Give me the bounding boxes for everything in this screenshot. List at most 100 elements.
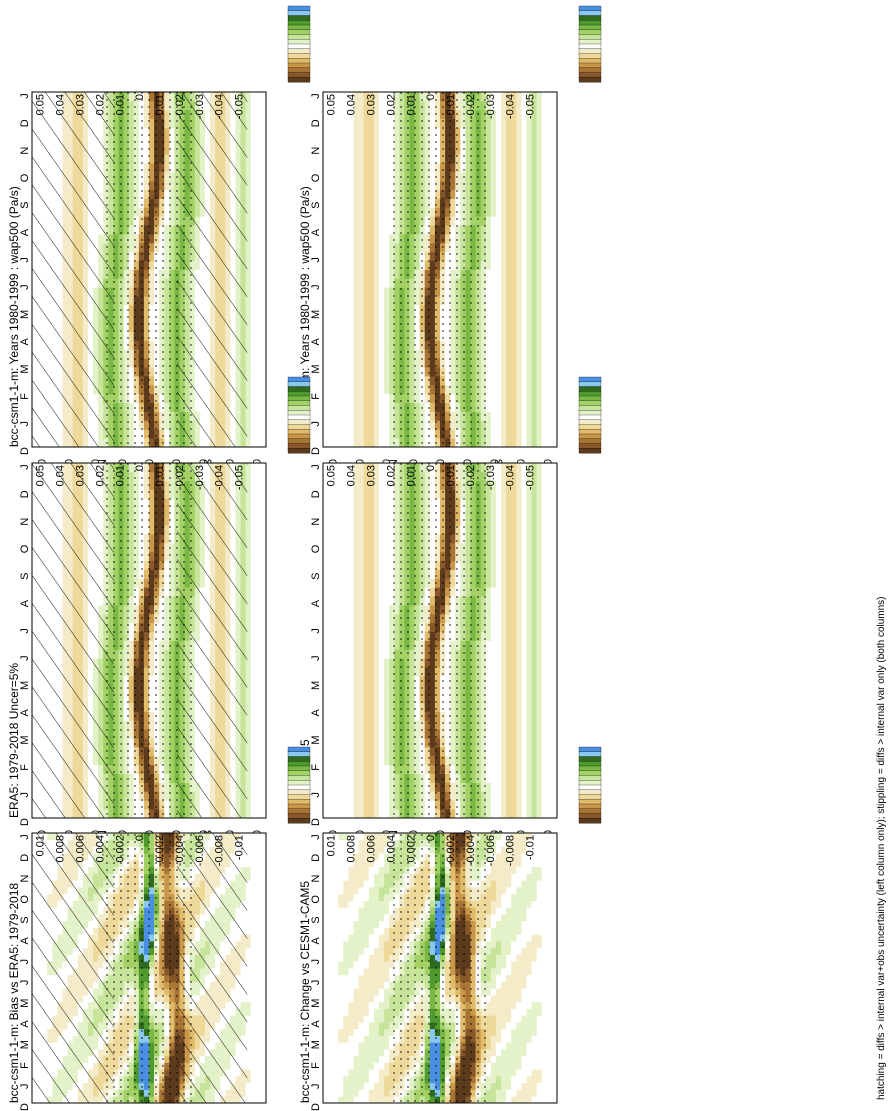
heatmap-cell	[495, 367, 502, 377]
heatmap-cell	[501, 411, 507, 421]
heatmap-cell	[353, 216, 360, 226]
heatmap-cell	[378, 402, 385, 412]
heatmap-cell	[328, 163, 334, 173]
heatmap-cell	[338, 296, 344, 306]
heatmap-cell	[323, 269, 329, 279]
heatmap-cell	[490, 118, 497, 128]
heatmap-cell	[343, 242, 349, 253]
heatmap-cell	[250, 367, 257, 377]
heatmap-cell	[526, 305, 532, 315]
heatmap-cell	[255, 145, 262, 155]
heatmap-cell	[373, 251, 380, 262]
heatmap-cell	[495, 234, 502, 244]
heatmap-cell	[490, 100, 497, 111]
heatmap-cell	[328, 287, 334, 297]
heatmap-cell	[516, 331, 522, 341]
month-tick-label: A	[310, 228, 322, 236]
heatmap-cell	[378, 92, 385, 102]
heatmap-cell	[526, 225, 532, 235]
heatmap-cell	[368, 100, 375, 111]
heatmap-cell	[363, 109, 370, 120]
heatmap-cell	[485, 225, 492, 235]
heatmap-cell	[323, 376, 329, 386]
heatmap-cell	[490, 198, 497, 208]
heatmap-cell	[521, 296, 527, 306]
heatmap-cell	[245, 189, 252, 199]
heatmap-cell	[378, 305, 385, 315]
panel-left-top: 80604020020406080°N°SDJFMAMJJASONDJbcc-c…	[7, 5, 311, 471]
heatmap-cell	[245, 225, 252, 235]
heatmap-cell	[333, 367, 339, 377]
heatmap-cell	[250, 305, 257, 315]
heatmap-cell	[389, 349, 395, 359]
heatmap-cell	[521, 136, 527, 146]
month-tick-label: O	[19, 173, 31, 182]
heatmap-cell	[250, 296, 257, 306]
heatmap-cell	[501, 287, 507, 297]
heatmap-cell	[348, 234, 354, 244]
heatmap-cell	[353, 402, 360, 412]
heatmap-cell	[323, 420, 329, 430]
heatmap-cell	[255, 163, 262, 173]
heatmap-cell	[495, 340, 502, 350]
heatmap-cell	[551, 393, 558, 404]
heatmap-cell	[541, 242, 548, 253]
heatmap-cell	[338, 127, 344, 137]
heatmap-cell	[531, 269, 538, 279]
heatmap-cell	[373, 296, 380, 306]
heatmap-cell	[323, 154, 329, 164]
heatmap-cell	[521, 376, 527, 386]
heatmap-cell	[323, 100, 329, 111]
colorbar-label: -0.02	[465, 94, 477, 119]
heatmap-cell	[368, 189, 375, 199]
heatmap-cell	[245, 92, 252, 102]
heatmap-cell	[358, 367, 365, 377]
heatmap-cell	[323, 92, 329, 102]
heatmap-cell	[526, 393, 532, 404]
colorbar-swatch	[287, 10, 311, 16]
heatmap-cell	[384, 305, 390, 315]
heatmap-cell	[250, 92, 257, 102]
heatmap-cell	[384, 109, 390, 120]
heatmap-cell	[328, 234, 334, 244]
heatmap-cell	[501, 331, 507, 341]
heatmap-cell	[511, 180, 517, 191]
heatmap-cell	[490, 171, 497, 182]
heatmap-cell	[343, 109, 349, 120]
heatmap-cell	[378, 384, 385, 395]
heatmap-cell	[333, 198, 339, 208]
heatmap-cell	[250, 100, 257, 111]
heatmap-cell	[343, 154, 349, 164]
heatmap-cell	[551, 109, 558, 120]
heatmap-cell	[338, 287, 344, 297]
heatmap-cell	[531, 163, 538, 173]
heatmap-cell	[511, 189, 517, 199]
heatmap-cell	[521, 163, 527, 173]
heatmap-cell	[495, 216, 502, 226]
heatmap-cell	[384, 145, 390, 155]
heatmap-cell	[328, 251, 334, 262]
colorbar-swatch	[287, 5, 311, 12]
heatmap-cell	[373, 429, 380, 439]
heatmap-cell	[338, 180, 344, 191]
heatmap-cell	[378, 100, 385, 111]
heatmap-cell	[516, 313, 522, 324]
heatmap-cell	[250, 340, 257, 350]
heatmap-cell	[531, 367, 538, 377]
heatmap-cell	[546, 429, 553, 439]
heatmap-cell	[551, 367, 558, 377]
heatmap-cell	[521, 92, 527, 102]
heatmap-cell	[328, 384, 334, 395]
heatmap-cell	[250, 402, 257, 412]
heatmap-cell	[255, 438, 262, 448]
heatmap-cell	[384, 402, 390, 412]
heatmap-cell	[521, 234, 527, 244]
heatmap-cell	[490, 420, 497, 430]
colorbar-label: -0.01	[445, 94, 457, 119]
heatmap-cell	[338, 198, 344, 208]
heatmap-cell	[245, 145, 252, 155]
heatmap-cell	[521, 340, 527, 350]
heatmap-cell	[495, 331, 502, 341]
heatmap-cell	[343, 296, 349, 306]
colorbar-swatch	[287, 53, 311, 59]
